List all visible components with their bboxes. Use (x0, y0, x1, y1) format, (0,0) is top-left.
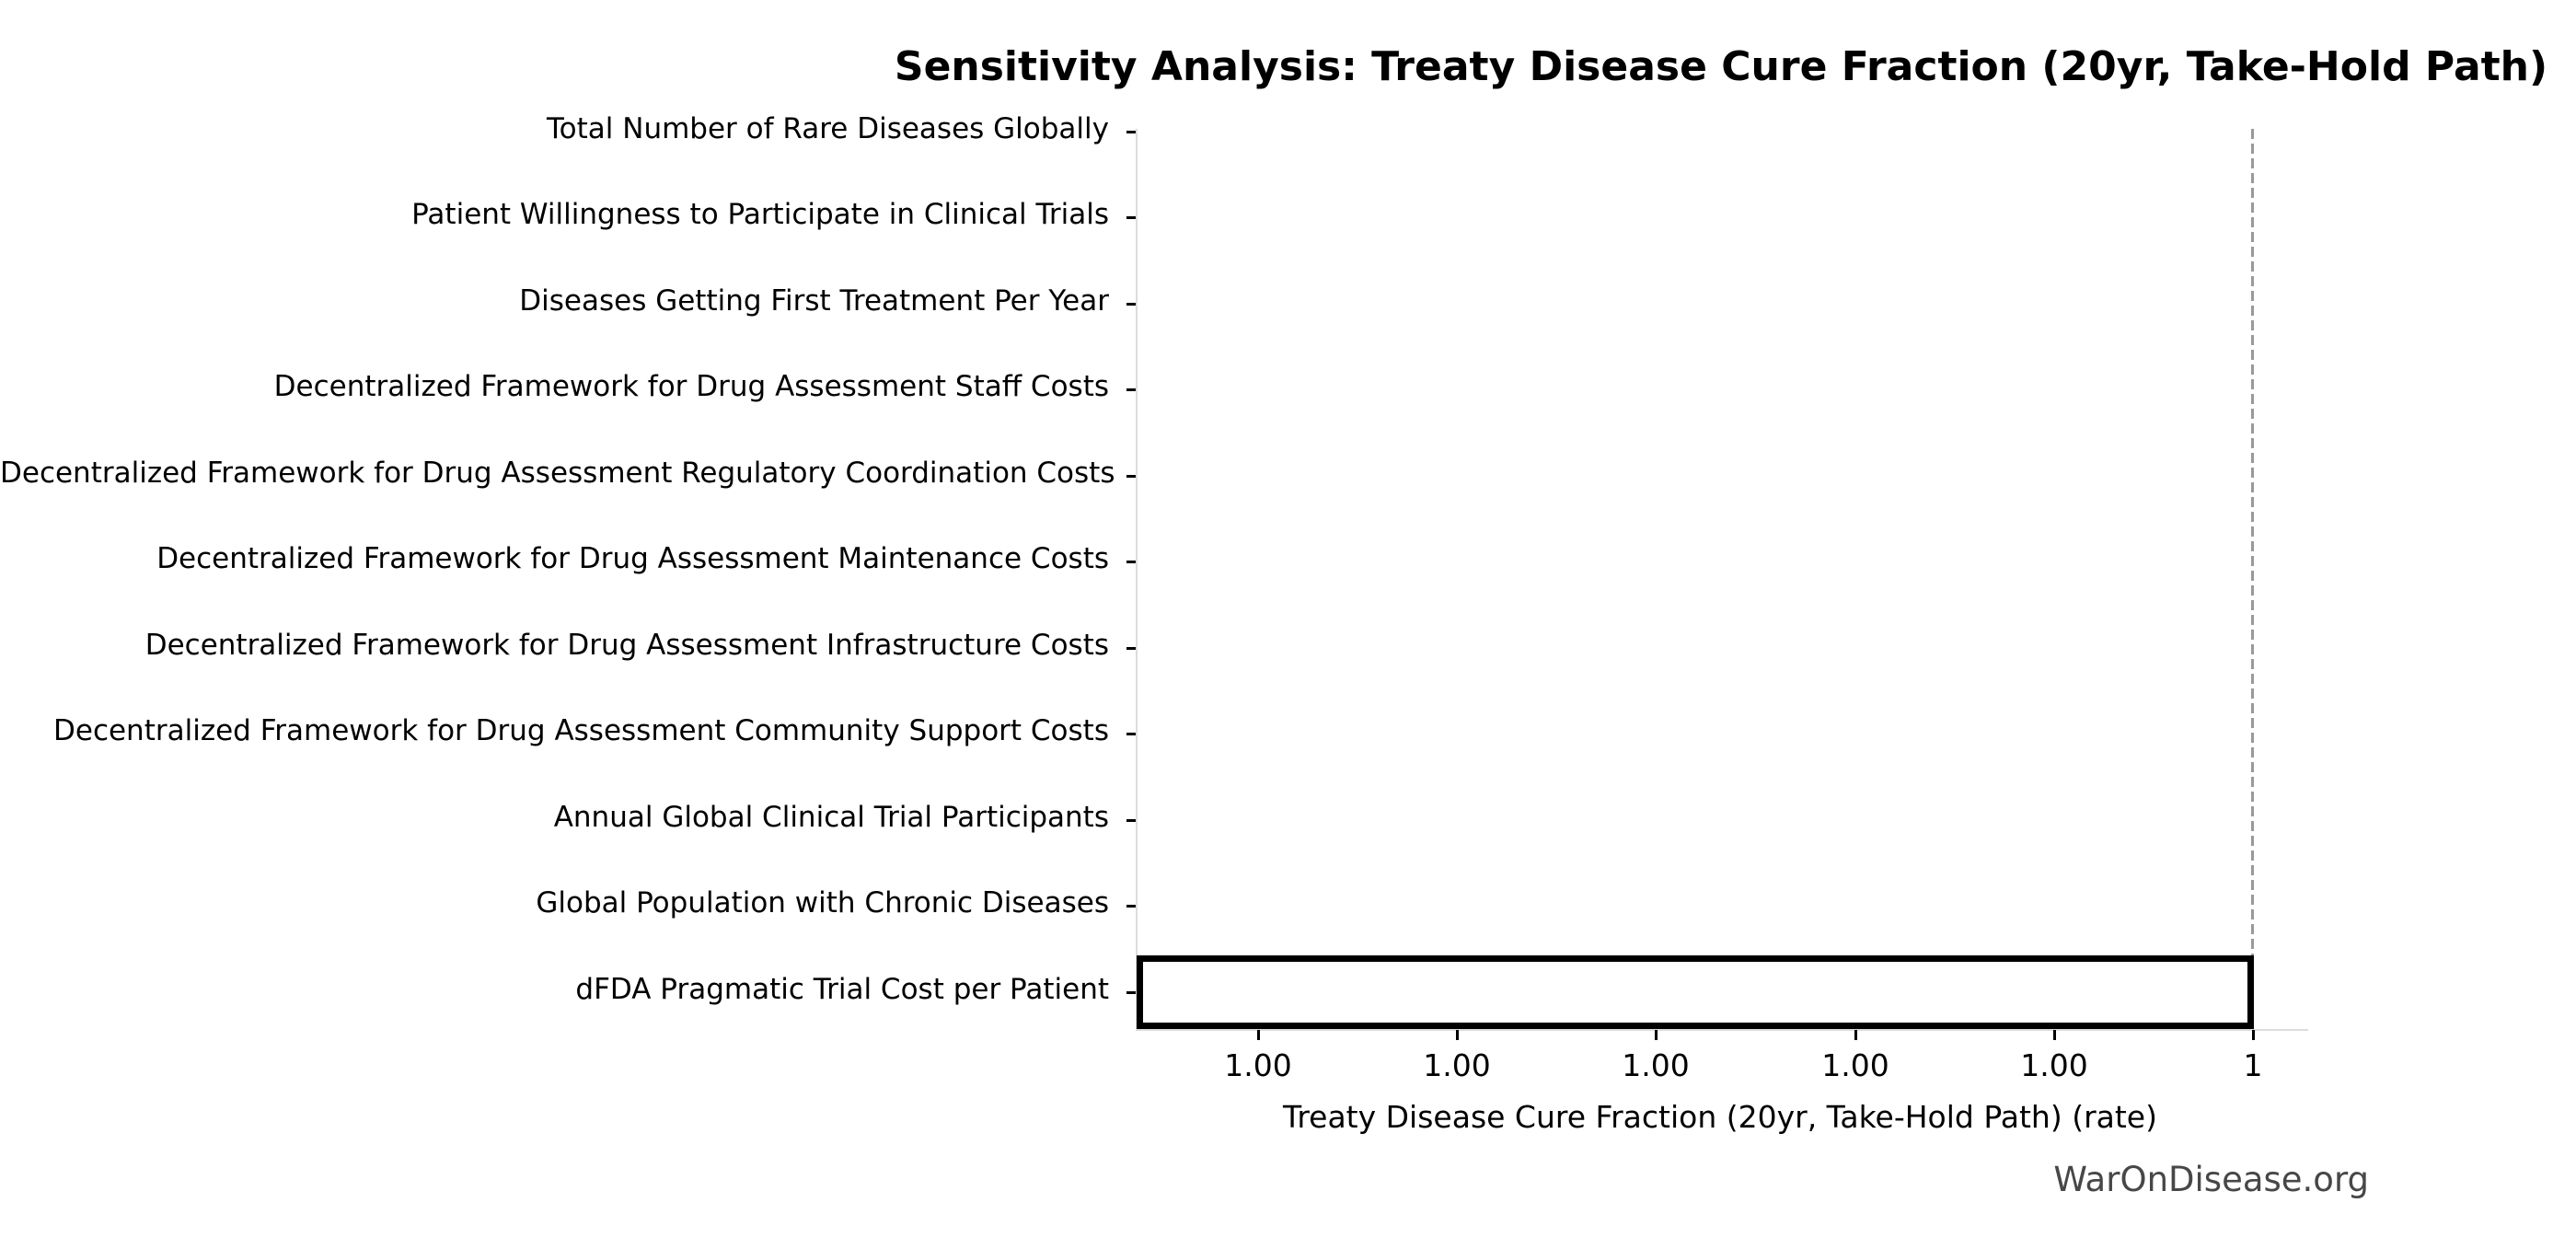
x-tick-label: 1.00 (1224, 1047, 1292, 1083)
category-label: Annual Global Clinical Trial Participant… (553, 801, 1109, 834)
x-tick-label: 1.00 (1821, 1047, 1889, 1083)
x-tick-label: 1.00 (2020, 1047, 2088, 1083)
y-tick-mark (1126, 819, 1137, 822)
y-axis-spine (1136, 129, 1138, 1031)
chart-title: Sensitivity Analysis: Treaty Disease Cur… (894, 43, 2548, 90)
category-label: Decentralized Framework for Drug Assessm… (273, 370, 1109, 403)
x-axis-spine (1136, 1029, 2308, 1031)
x-tick-label: 1.00 (1423, 1047, 1491, 1083)
category-label: dFDA Pragmatic Trial Cost per Patient (575, 973, 1109, 1006)
category-label: Diseases Getting First Treatment Per Yea… (519, 284, 1109, 318)
watermark: WarOnDisease.org (2053, 1160, 2369, 1199)
category-label: Decentralized Framework for Drug Assessm… (156, 542, 1109, 575)
category-label: Global Population with Chronic Diseases (536, 886, 1109, 919)
x-tick-label: 1.00 (1622, 1047, 1690, 1083)
x-tick-mark (1456, 1030, 1459, 1040)
category-label: Total Number of Rare Diseases Globally (547, 112, 1109, 145)
category-label: Decentralized Framework for Drug Assessm… (53, 714, 1109, 747)
y-tick-mark (1126, 216, 1137, 219)
x-tick-mark (2252, 1030, 2255, 1040)
category-label: Decentralized Framework for Drug Assessm… (0, 457, 1115, 490)
category-label: Patient Willingness to Participate in Cl… (411, 198, 1109, 231)
y-tick-mark (1126, 131, 1137, 133)
bar-dfda-pragmatic-trial-cost (1137, 955, 2254, 1029)
x-tick-mark (1655, 1030, 1658, 1040)
x-tick-label: 1 (2243, 1047, 2263, 1083)
x-tick-mark (2053, 1030, 2056, 1040)
y-tick-mark (1126, 388, 1137, 391)
y-tick-mark (1126, 905, 1137, 908)
y-tick-mark (1126, 647, 1137, 650)
y-tick-mark (1126, 561, 1137, 563)
y-tick-mark (1126, 991, 1137, 994)
reference-line (2251, 129, 2254, 1029)
y-tick-mark (1126, 475, 1137, 478)
x-tick-mark (1854, 1030, 1857, 1040)
x-tick-mark (1257, 1030, 1260, 1040)
x-axis-label: Treaty Disease Cure Fraction (20yr, Take… (1283, 1099, 2157, 1135)
y-tick-mark (1126, 733, 1137, 735)
y-tick-mark (1126, 303, 1137, 306)
category-label: Decentralized Framework for Drug Assessm… (144, 629, 1109, 662)
